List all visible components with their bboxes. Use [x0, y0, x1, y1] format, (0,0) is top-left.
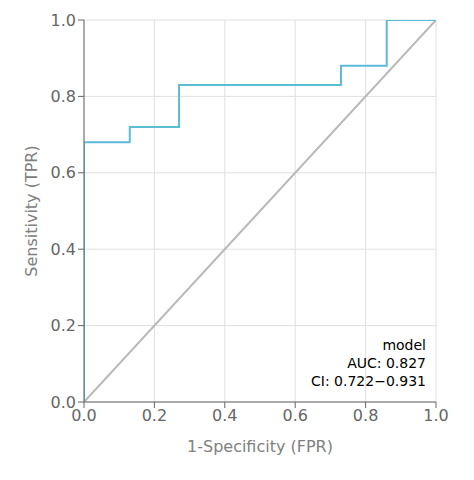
svg-text:0.6: 0.6: [51, 163, 76, 182]
svg-text:1.0: 1.0: [51, 11, 76, 30]
svg-text:0.2: 0.2: [142, 406, 167, 425]
svg-text:0.8: 0.8: [51, 87, 76, 106]
html-text:AUC: 0.827: AUC: 0.827: [347, 355, 426, 371]
html-text:model: model: [382, 337, 426, 353]
svg-text:1-Specificity (FPR): 1-Specificity (FPR): [187, 437, 333, 456]
svg-text:0.4: 0.4: [51, 240, 76, 259]
html-text:CI: 0.722−0.931: CI: 0.722−0.931: [311, 373, 426, 389]
svg-text:0.4: 0.4: [212, 406, 237, 425]
svg-text:0.0: 0.0: [51, 393, 76, 412]
svg-text:0.6: 0.6: [282, 406, 307, 425]
svg-text:0.2: 0.2: [51, 316, 76, 335]
svg-text:1.0: 1.0: [423, 406, 448, 425]
svg-text:Sensitivity (TPR): Sensitivity (TPR): [22, 145, 41, 276]
svg-text:0.8: 0.8: [353, 406, 378, 425]
svg-text:0.0: 0.0: [71, 406, 97, 426]
